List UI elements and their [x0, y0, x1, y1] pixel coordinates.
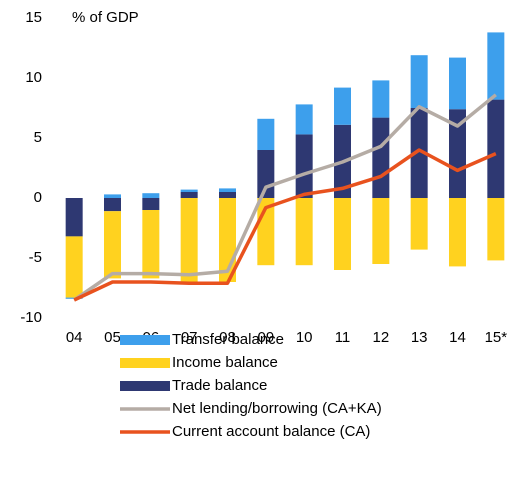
bar-segment: [372, 117, 390, 198]
x-tick-label: 09: [257, 329, 274, 346]
x-tick-label: 12: [372, 329, 389, 346]
bar-segment: [449, 109, 466, 198]
bar-segment: [180, 192, 198, 198]
legend-label: Income balance: [172, 354, 278, 371]
x-tick-label: 08: [219, 329, 236, 346]
y-tick-label: 10: [25, 69, 42, 86]
bar-segment: [180, 189, 198, 192]
x-tick-label: 10: [296, 329, 313, 346]
bar-segment: [65, 198, 83, 237]
legend-swatch: [120, 381, 170, 391]
legend-swatch: [120, 358, 170, 368]
bar-segment: [295, 134, 313, 198]
bar-segment: [142, 193, 160, 198]
x-tick-label: 05: [104, 329, 121, 346]
bar-segment: [372, 198, 390, 264]
bar-segment: [487, 99, 505, 198]
x-tick-label: 07: [181, 329, 198, 346]
bar-segment: [449, 198, 466, 267]
bar-segment: [334, 87, 351, 125]
bar-segment: [104, 194, 121, 198]
bar-segment: [449, 57, 466, 110]
bar-segment: [257, 118, 275, 150]
bar-segment: [219, 192, 236, 198]
x-tick-label: 13: [411, 329, 428, 346]
bar-segment: [65, 236, 83, 298]
y-tick-label: -10: [20, 309, 42, 326]
line-series: [73, 148, 497, 302]
x-tick-label: 04: [66, 329, 83, 346]
legend-label: Net lending/borrowing (CA+KA): [172, 400, 382, 417]
bar-segment: [295, 104, 313, 135]
bar-segment: [372, 80, 390, 118]
x-tick-label: 11: [335, 329, 351, 346]
bar-segment: [487, 198, 505, 261]
bar-segment: [142, 198, 160, 210]
bar-segment: [487, 32, 505, 100]
x-tick-label: 14: [449, 329, 466, 346]
bar-segment: [219, 188, 236, 192]
y-tick-label: 0: [34, 189, 42, 206]
line-series: [73, 93, 497, 302]
y-tick-label: -5: [29, 249, 42, 266]
legend-label: Trade balance: [172, 377, 267, 394]
bar-segment: [334, 198, 351, 270]
legend-swatch: [120, 335, 170, 345]
axis-unit-label: % of GDP: [72, 9, 139, 26]
legend-label: Current account balance (CA): [172, 423, 370, 440]
x-tick-label: 15*: [485, 329, 508, 346]
y-tick-label: 15: [25, 9, 42, 26]
bar-segment: [104, 211, 121, 279]
bar-segment: [410, 198, 428, 250]
bar-segment: [295, 198, 313, 266]
bar-segment: [104, 198, 121, 212]
legend-label: Transfer balance: [172, 331, 284, 348]
bar-segment: [180, 198, 198, 282]
y-tick-label: 5: [34, 129, 42, 146]
bar-segment: [410, 108, 428, 198]
bar-segment: [142, 210, 160, 279]
bar-segment: [410, 55, 428, 108]
